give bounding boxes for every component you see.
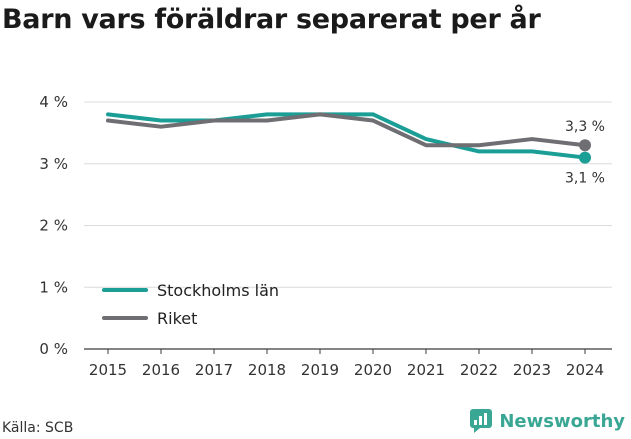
y-tick-label: 2 %	[39, 217, 68, 235]
x-axis-ticks: 2015 2016 2017 2018 2019 2020 2021 2022 2023 2024	[89, 349, 604, 379]
x-tick-label: 2016	[142, 361, 180, 379]
end-value-label: 3,1 %	[565, 171, 605, 187]
legend-label: Riket	[157, 309, 197, 328]
x-tick-label: 2019	[301, 361, 339, 379]
series-line-riket	[106, 112, 587, 148]
chart-title: Barn vars föräldrar separerat per år	[2, 4, 541, 35]
newsworthy-logo-icon	[470, 409, 493, 433]
x-tick-label: 2018	[248, 361, 286, 379]
y-tick-label: 4 %	[39, 93, 68, 111]
x-tick-label: 2021	[407, 361, 445, 379]
y-tick-label: 1 %	[39, 278, 68, 296]
legend: Stockholms län Riket	[102, 281, 279, 328]
x-tick-label: 2015	[89, 361, 127, 379]
x-tick-label: 2022	[460, 361, 498, 379]
series-line-stockholms-lan	[106, 112, 587, 160]
x-tick-label: 2020	[354, 361, 392, 379]
legend-label: Stockholms län	[157, 281, 279, 300]
y-tick-label: 0 %	[39, 340, 68, 358]
x-tick-label: 2024	[566, 361, 604, 379]
brand-logo[interactable]: Newsworthy	[469, 408, 625, 434]
end-point-marker	[579, 151, 591, 164]
x-tick-label: 2023	[513, 361, 551, 379]
grid-lines	[84, 101, 612, 350]
y-axis-ticks: 0 % 1 % 2 % 3 % 4 %	[39, 93, 68, 358]
y-tick-label: 3 %	[39, 155, 68, 173]
source-note: Källa: SCB	[2, 420, 74, 436]
end-value-label: 3,3 %	[565, 119, 605, 135]
x-tick-label: 2017	[195, 361, 233, 379]
brand-name: Newsworthy	[499, 410, 625, 432]
series-lines: 3,1 % 3,3 %	[106, 112, 605, 187]
end-point-marker	[579, 139, 591, 152]
